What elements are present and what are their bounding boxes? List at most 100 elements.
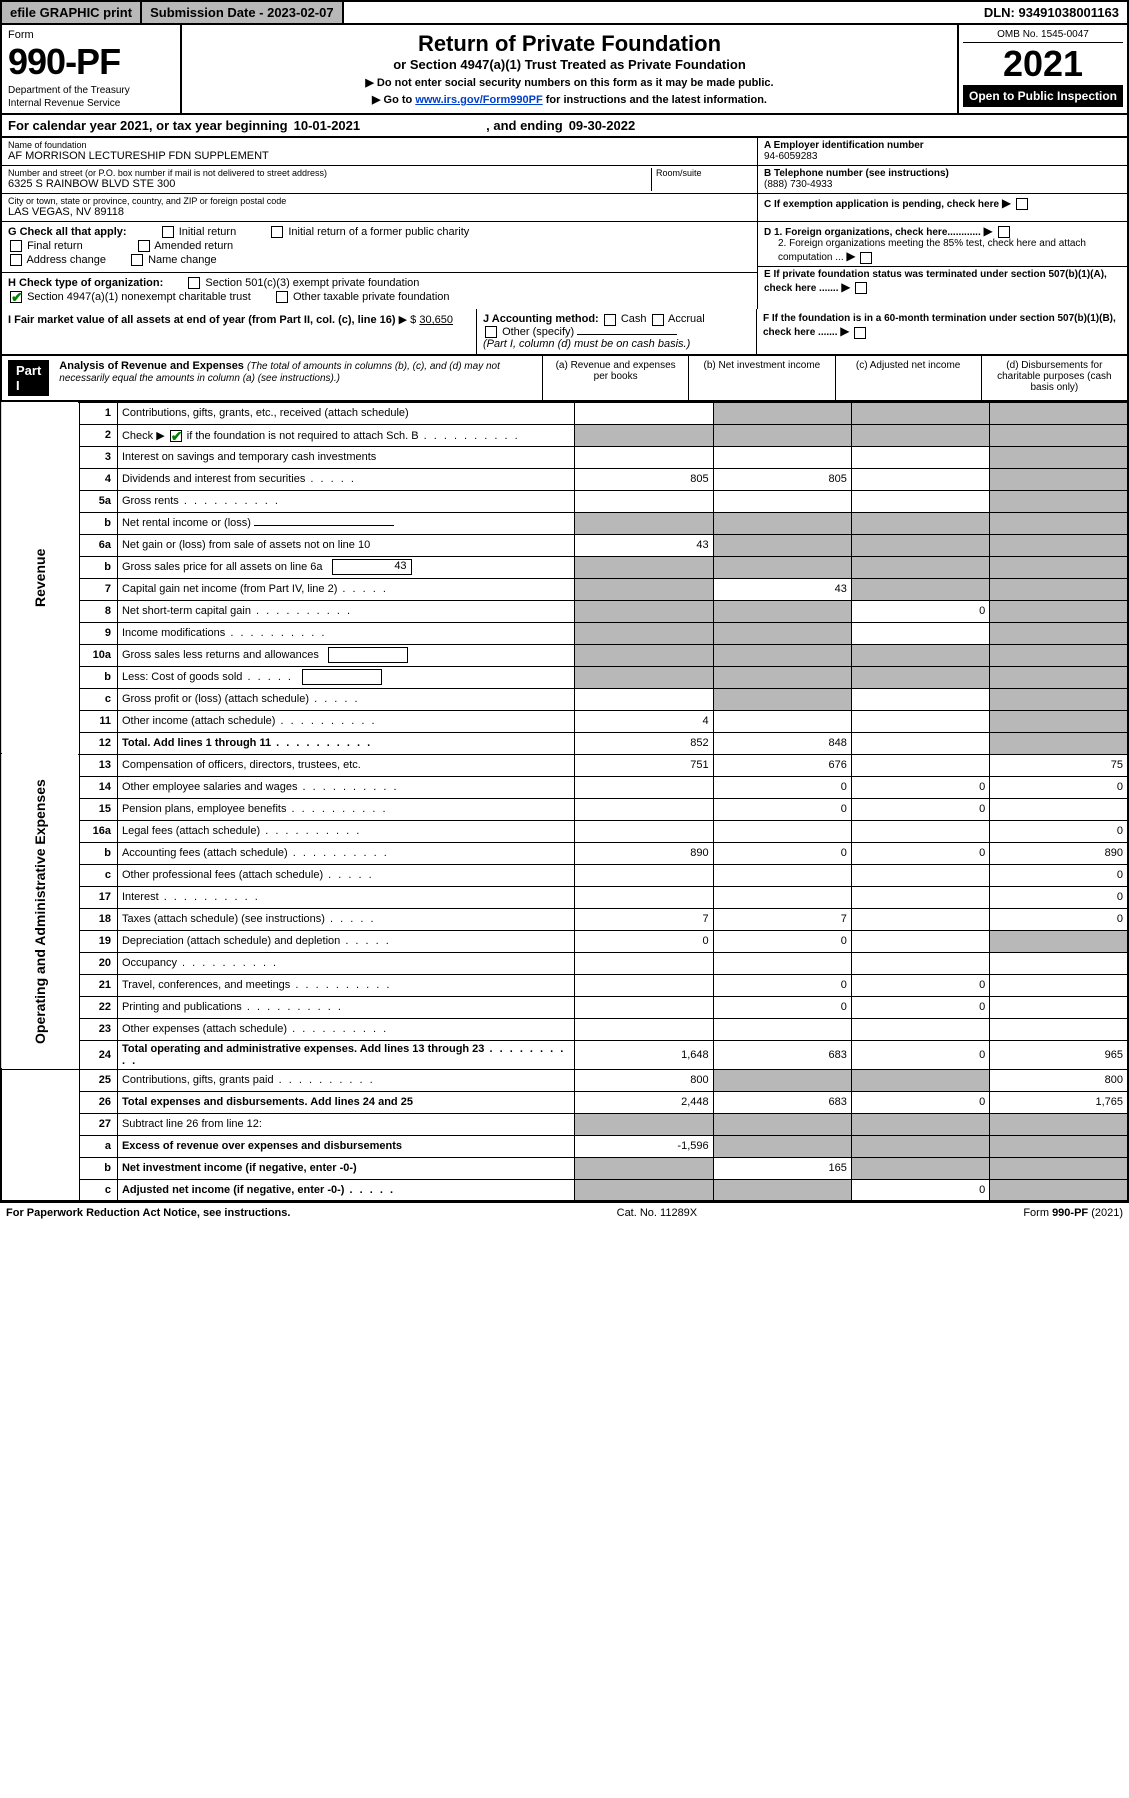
table-row: 10a Gross sales less returns and allowan…	[1, 644, 1128, 666]
cb-501c3[interactable]	[188, 277, 200, 289]
row-desc: Net rental income or (loss)	[117, 512, 574, 534]
row-desc: Adjusted net income (if negative, enter …	[117, 1179, 574, 1201]
footer-mid: Cat. No. 11289X	[617, 1207, 698, 1219]
j-note: (Part I, column (d) must be on cash basi…	[483, 338, 750, 350]
table-row: a Excess of revenue over expenses and di…	[1, 1135, 1128, 1157]
ein-label: A Employer identification number	[764, 140, 1121, 151]
cell-val: 0	[990, 886, 1128, 908]
cb-initial[interactable]	[162, 226, 174, 238]
instr-post: for instructions and the latest informat…	[543, 94, 767, 106]
cb-accrual[interactable]	[652, 314, 664, 326]
cell-val: 75	[990, 754, 1128, 776]
cell-val: 0	[851, 996, 989, 1018]
cell-val: 676	[713, 754, 851, 776]
i-block: I Fair market value of all assets at end…	[2, 309, 477, 353]
cb-sch-b[interactable]	[170, 430, 182, 442]
row-num: 3	[79, 446, 117, 468]
table-row: 4 Dividends and interest from securities…	[1, 468, 1128, 490]
cb-other-acct[interactable]	[485, 326, 497, 338]
row-desc: Total. Add lines 1 through 11	[117, 732, 574, 754]
cell-val: 0	[851, 1040, 989, 1069]
row-num: b	[79, 666, 117, 688]
row-num: 9	[79, 622, 117, 644]
cb-d1[interactable]	[998, 226, 1010, 238]
col-a-head: (a) Revenue and expenses per books	[542, 356, 688, 400]
row-desc: Net investment income (if negative, ente…	[117, 1157, 574, 1179]
cell-val: 805	[575, 468, 713, 490]
cb-initial-former[interactable]	[271, 226, 283, 238]
row-num: 23	[79, 1018, 117, 1040]
cb-other-tax[interactable]	[276, 291, 288, 303]
row-num: c	[79, 1179, 117, 1201]
cb-f[interactable]	[854, 327, 866, 339]
calyear-begin: 10-01-2021	[294, 118, 361, 133]
cb-amended[interactable]	[138, 240, 150, 252]
cell-val: 890	[990, 842, 1128, 864]
j-block: J Accounting method: Cash Accrual Other …	[477, 309, 757, 353]
address-row: Number and street (or P.O. box number if…	[2, 166, 757, 194]
cb-4947[interactable]	[10, 291, 22, 303]
cb-addr-change[interactable]	[10, 254, 22, 266]
cb-name-change[interactable]	[131, 254, 143, 266]
foundation-address: 6325 S RAINBOW BLVD STE 300	[8, 178, 651, 190]
cell-val: 43	[575, 534, 713, 556]
info-left: Name of foundation AF MORRISON LECTURESH…	[2, 138, 757, 309]
irs-link[interactable]: www.irs.gov/Form990PF	[415, 94, 542, 106]
cell-val: 0	[851, 776, 989, 798]
row-desc: Less: Cost of goods sold	[117, 666, 574, 688]
row-desc: Pension plans, employee benefits	[117, 798, 574, 820]
table-row: 15 Pension plans, employee benefits 00	[1, 798, 1128, 820]
cb-c[interactable]	[1016, 198, 1028, 210]
row-desc: Excess of revenue over expenses and disb…	[117, 1135, 574, 1157]
cell-val: 43	[713, 578, 851, 600]
e-label: E If private foundation status was termi…	[764, 269, 1107, 294]
col-c-head: (c) Adjusted net income	[835, 356, 981, 400]
room-label: Room/suite	[656, 168, 751, 178]
row-desc: Printing and publications	[117, 996, 574, 1018]
cb-e[interactable]	[855, 282, 867, 294]
row-num: 6a	[79, 534, 117, 556]
dln-label: DLN: 93491038001163	[976, 2, 1127, 23]
table-row: 20 Occupancy	[1, 952, 1128, 974]
row-desc: Legal fees (attach schedule)	[117, 820, 574, 842]
row-num: 5a	[79, 490, 117, 512]
table-row: c Other professional fees (attach schedu…	[1, 864, 1128, 886]
row-num: b	[79, 842, 117, 864]
row-desc: Gross sales less returns and allowances	[117, 644, 574, 666]
cell-val: 0	[575, 930, 713, 952]
cell-val: 0	[851, 1179, 989, 1201]
table-row: 9 Income modifications	[1, 622, 1128, 644]
header-right: OMB No. 1545-0047 2021 Open to Public In…	[957, 25, 1127, 113]
f-block: F If the foundation is in a 60-month ter…	[757, 309, 1127, 353]
table-row: 24 Total operating and administrative ex…	[1, 1040, 1128, 1069]
form-header: Form 990-PF Department of the Treasury I…	[0, 25, 1129, 115]
g-label: G Check all that apply:	[8, 226, 127, 238]
tel-row: B Telephone number (see instructions) (8…	[758, 166, 1127, 194]
cb-d2[interactable]	[860, 252, 872, 264]
cell-val: 965	[990, 1040, 1128, 1069]
row-desc: Gross sales price for all assets on line…	[117, 556, 574, 578]
row-desc: Interest	[117, 886, 574, 908]
cell-val: 0	[851, 1091, 989, 1113]
row-desc: Other professional fees (attach schedule…	[117, 864, 574, 886]
i-arrow: ▶ $	[399, 314, 417, 326]
table-row: 8 Net short-term capital gain 0	[1, 600, 1128, 622]
lbl-initial: Initial return	[179, 226, 236, 238]
row-num: 4	[79, 468, 117, 490]
cb-final[interactable]	[10, 240, 22, 252]
cb-cash[interactable]	[604, 314, 616, 326]
lbl-initial-former: Initial return of a former public charit…	[288, 226, 469, 238]
foundation-city: LAS VEGAS, NV 89118	[8, 206, 751, 218]
row-num: 19	[79, 930, 117, 952]
tel-value: (888) 730-4933	[764, 179, 1121, 190]
row-num: 13	[79, 754, 117, 776]
row-num: 2	[79, 424, 117, 446]
cell-val: 0	[851, 798, 989, 820]
row-num: c	[79, 864, 117, 886]
cell-val: 800	[990, 1069, 1128, 1091]
cell-val: 0	[713, 930, 851, 952]
cell-val: 751	[575, 754, 713, 776]
part1-tag: Part I	[8, 360, 49, 396]
addr-label: Number and street (or P.O. box number if…	[8, 168, 651, 178]
efile-print-button[interactable]: efile GRAPHIC print	[2, 2, 142, 23]
